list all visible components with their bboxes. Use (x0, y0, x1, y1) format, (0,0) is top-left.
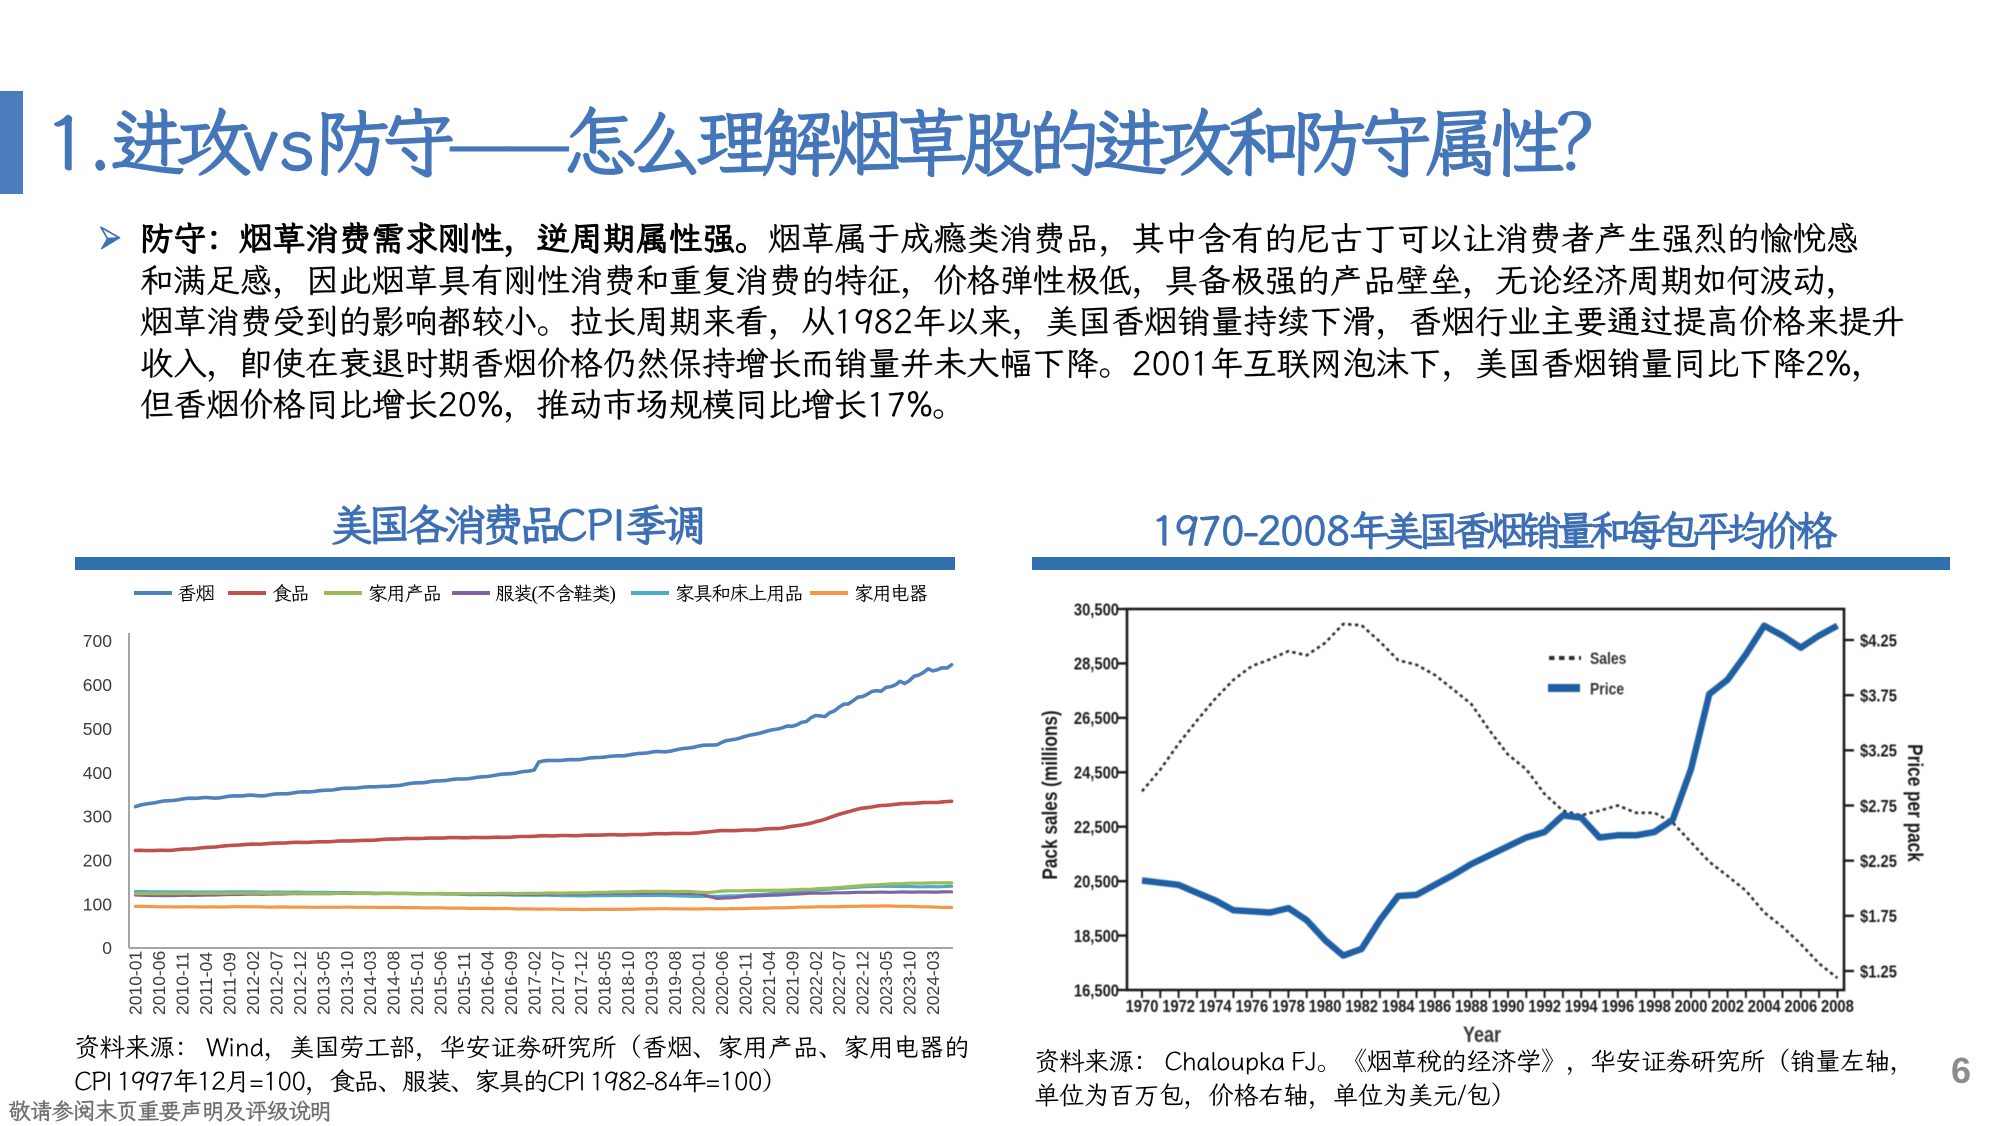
svg-text:2002: 2002 (1711, 997, 1744, 1017)
svg-text:$2.25: $2.25 (1860, 852, 1897, 872)
svg-text:Price: Price (1590, 680, 1624, 699)
svg-text:2021-09: 2021-09 (782, 951, 802, 1015)
svg-text:1982: 1982 (1345, 997, 1378, 1017)
svg-text:2012-07: 2012-07 (266, 951, 286, 1015)
svg-text:1980: 1980 (1309, 997, 1342, 1017)
svg-text:2022-12: 2022-12 (853, 951, 873, 1015)
svg-text:2020-06: 2020-06 (712, 951, 732, 1015)
svg-text:1970: 1970 (1126, 997, 1159, 1017)
svg-text:2017-12: 2017-12 (571, 951, 591, 1015)
svg-text:$1.75: $1.75 (1860, 907, 1897, 927)
svg-text:1984: 1984 (1382, 997, 1416, 1017)
svg-text:2010-06: 2010-06 (149, 951, 169, 1015)
svg-text:2018-05: 2018-05 (595, 951, 615, 1015)
svg-text:700: 700 (83, 631, 112, 651)
svg-text:1974: 1974 (1199, 997, 1233, 1017)
svg-text:16,500: 16,500 (1074, 981, 1119, 1001)
svg-text:2011-09: 2011-09 (220, 952, 240, 1015)
svg-text:1978: 1978 (1272, 997, 1305, 1017)
svg-text:2015-11: 2015-11 (454, 952, 474, 1015)
svg-text:1996: 1996 (1601, 997, 1634, 1017)
svg-text:2023-10: 2023-10 (900, 951, 920, 1015)
svg-text:1986: 1986 (1418, 997, 1451, 1017)
svg-text:Sales: Sales (1590, 650, 1626, 669)
svg-text:600: 600 (83, 675, 112, 695)
svg-text:2015-06: 2015-06 (431, 951, 451, 1015)
svg-text:1988: 1988 (1455, 997, 1488, 1017)
svg-text:2004: 2004 (1748, 997, 1782, 1017)
svg-text:1990: 1990 (1492, 997, 1525, 1017)
svg-text:20,500: 20,500 (1074, 872, 1119, 892)
svg-text:2011-04: 2011-04 (196, 952, 216, 1015)
svg-text:$2.75: $2.75 (1860, 796, 1897, 816)
svg-text:1994: 1994 (1565, 997, 1599, 1017)
svg-text:2022-02: 2022-02 (806, 951, 826, 1015)
svg-text:300: 300 (83, 807, 112, 827)
svg-text:2015-01: 2015-01 (407, 951, 427, 1015)
svg-text:2010-11: 2010-11 (173, 952, 193, 1015)
svg-text:2016-09: 2016-09 (501, 951, 521, 1015)
svg-text:1976: 1976 (1235, 997, 1268, 1017)
svg-text:200: 200 (83, 851, 112, 871)
svg-text:2013-05: 2013-05 (313, 951, 333, 1015)
svg-text:2016-04: 2016-04 (478, 951, 498, 1015)
svg-text:2019-03: 2019-03 (642, 951, 662, 1015)
svg-text:2022-07: 2022-07 (829, 951, 849, 1015)
svg-text:Year: Year (1463, 1023, 1501, 1047)
svg-text:Pack sales (millions): Pack sales (millions) (1040, 710, 1063, 879)
svg-text:1998: 1998 (1638, 997, 1671, 1017)
svg-text:24,500: 24,500 (1074, 763, 1119, 783)
svg-text:400: 400 (83, 763, 112, 783)
svg-text:2017-02: 2017-02 (524, 951, 544, 1015)
svg-text:2006: 2006 (1784, 997, 1817, 1017)
svg-text:0: 0 (102, 938, 112, 958)
svg-text:2019-08: 2019-08 (665, 951, 685, 1015)
svg-text:18,500: 18,500 (1074, 927, 1119, 947)
svg-text:$3.75: $3.75 (1860, 686, 1897, 706)
svg-text:2014-08: 2014-08 (384, 951, 404, 1015)
svg-text:30,500: 30,500 (1074, 600, 1119, 620)
svg-text:$1.25: $1.25 (1860, 962, 1897, 982)
svg-text:28,500: 28,500 (1074, 654, 1119, 674)
svg-text:2012-12: 2012-12 (290, 951, 310, 1015)
svg-text:26,500: 26,500 (1074, 709, 1119, 729)
svg-text:Price per pack: Price per pack (1903, 744, 1926, 862)
svg-text:2010-01: 2010-01 (126, 951, 146, 1015)
svg-text:1992: 1992 (1528, 997, 1561, 1017)
svg-text:22,500: 22,500 (1074, 818, 1119, 838)
svg-text:2018-10: 2018-10 (618, 951, 638, 1015)
svg-text:2021-04: 2021-04 (759, 951, 779, 1015)
svg-text:2014-03: 2014-03 (360, 951, 380, 1015)
svg-text:2013-10: 2013-10 (337, 951, 357, 1015)
svg-text:2012-02: 2012-02 (243, 951, 263, 1015)
svg-text:$4.25: $4.25 (1860, 631, 1897, 651)
svg-text:2023-05: 2023-05 (876, 951, 896, 1015)
svg-text:$3.25: $3.25 (1860, 741, 1897, 761)
svg-text:100: 100 (83, 894, 112, 914)
svg-text:2008: 2008 (1821, 997, 1854, 1017)
svg-text:2020-01: 2020-01 (689, 951, 709, 1015)
svg-text:2020-11: 2020-11 (735, 952, 755, 1015)
svg-text:2024-03: 2024-03 (923, 951, 943, 1015)
svg-text:2017-07: 2017-07 (548, 951, 568, 1015)
svg-text:1972: 1972 (1162, 997, 1195, 1017)
svg-text:500: 500 (83, 719, 112, 739)
svg-text:2000: 2000 (1675, 997, 1708, 1017)
